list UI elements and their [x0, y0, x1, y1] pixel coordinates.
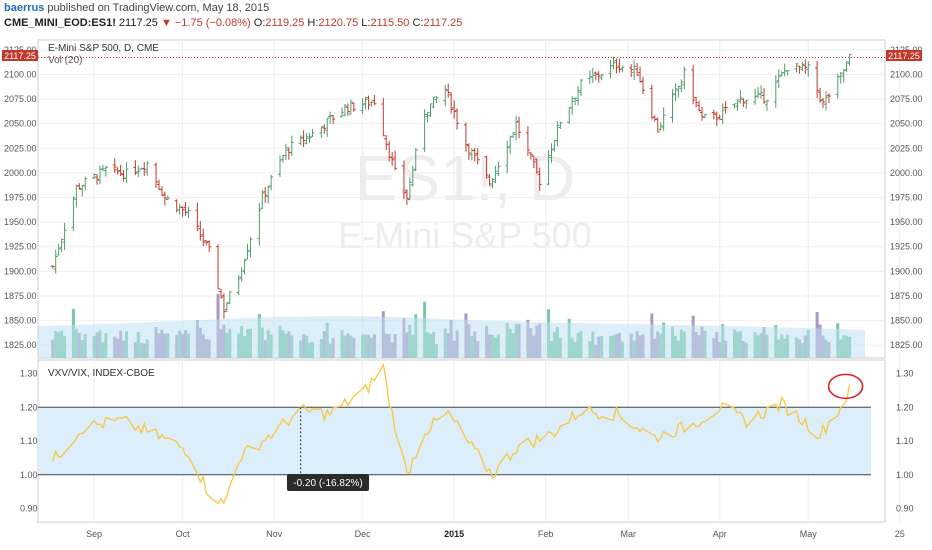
ratio-tick-label-left: 1.30 — [20, 369, 38, 379]
ratio-tick-label-right: 1.20 — [896, 402, 914, 412]
close-value: 2117.25 — [423, 17, 463, 29]
publish-line: baerrus published on TradingView.com, Ma… — [4, 2, 269, 14]
x-tick-label: May — [800, 529, 818, 539]
y-tick-label-left: 2100.00 — [4, 69, 37, 79]
y-tick-label-left: 2125.00 — [4, 45, 37, 55]
annotation-circle — [827, 373, 864, 400]
ratio-tick-label-left: 0.90 — [20, 504, 38, 514]
high-label: H: — [307, 17, 319, 29]
y-tick-label-left: 1900.00 — [4, 266, 37, 276]
y-tick-label-right: 1850.00 — [890, 316, 923, 326]
price-change: ▼ −1.75 (−0.08%) — [160, 17, 251, 29]
candle-layer — [38, 53, 885, 319]
y-tick-label-right: 1950.00 — [890, 217, 923, 227]
x-tick-label: Sep — [86, 529, 102, 539]
measure-tooltip-text: -0.20 (-16.82%) — [293, 478, 362, 489]
x-tick-label: Oct — [176, 529, 191, 539]
y-tick-label-right: 1875.00 — [890, 291, 923, 301]
y-tick-label-left: 1925.00 — [4, 242, 37, 252]
y-tick-label-right: 2000.00 — [890, 168, 923, 178]
lower-panel-title: VXV/VIX, INDEX-CBOE — [48, 368, 155, 379]
ratio-tick-label-right: 1.00 — [896, 470, 914, 480]
y-tick-label-right: 1925.00 — [890, 242, 923, 252]
y-tick-label-right: 2050.00 — [890, 119, 923, 129]
y-tick-label-right: 2025.00 — [890, 143, 923, 153]
price-badge-right — [886, 50, 922, 61]
volume-average-area — [38, 316, 865, 358]
low-value: 2115.50 — [370, 17, 410, 29]
measure-tooltip-box — [287, 474, 369, 491]
watermark-symbol: ES1!, D — [355, 142, 576, 214]
y-tick-label-left: 1850.00 — [4, 316, 37, 326]
ratio-tick-label-left: 1.00 — [20, 470, 38, 480]
x-tick-label: Apr — [713, 529, 727, 539]
last-price: 2117.25 — [118, 17, 158, 29]
y-tick-label-left: 1825.00 — [4, 340, 37, 350]
x-tick-label: Feb — [538, 529, 554, 539]
y-tick-label-right: 1975.00 — [890, 193, 923, 203]
x-tick-label: Mar — [620, 529, 636, 539]
y-tick-label-right: 1900.00 — [890, 266, 923, 276]
x-tick-label: 2015 — [444, 529, 464, 539]
y-tick-label-right: 2125.00 — [890, 45, 923, 55]
y-tick-label-right: 2075.00 — [890, 94, 923, 104]
x-tick-label: Nov — [266, 529, 283, 539]
ratio-tick-label-right: 0.90 — [896, 504, 914, 514]
y-tick-label-left: 1975.00 — [4, 193, 37, 203]
x-tick-label: 25 — [895, 529, 905, 539]
high-value: 2120.75 — [318, 17, 359, 29]
y-tick-label-left: 2075.00 — [4, 94, 37, 104]
publish-text: published on TradingView.com, May 18, 20… — [47, 2, 270, 14]
ratio-tick-label-left: 1.10 — [20, 436, 38, 446]
ratio-tick-label-right: 1.10 — [896, 436, 914, 446]
y-tick-label-right: 2100.00 — [890, 69, 923, 79]
y-tick-label-left: 1875.00 — [4, 291, 37, 301]
volume-label: Vol (20) — [48, 55, 82, 66]
quote-line: CME_MINI_EOD:ES1! 2117.25 ▼ −1.75 (−0.08… — [4, 17, 462, 29]
open-label: O: — [253, 17, 266, 29]
price-badge-left-text: 2117.25 — [4, 51, 36, 61]
y-tick-label-right: 1825.00 — [890, 340, 923, 350]
price-badge-right-text: 2117.25 — [888, 51, 920, 61]
x-tick-label: Dec — [355, 529, 372, 539]
close-label: C: — [412, 17, 424, 29]
ratio-line — [52, 362, 851, 505]
watermark-name: E-Mini S&P 500 — [338, 215, 591, 256]
author-link[interactable]: baerrus — [4, 2, 45, 14]
y-tick-label-left: 2050.00 — [4, 119, 37, 129]
y-tick-label-left: 2000.00 — [4, 168, 37, 178]
symbol-label: CME_MINI_EOD:ES1! — [4, 17, 116, 29]
axis-layer: Sep Oct Nov Dec 2015 Feb Mar Apr May 25 1825.00 182… — [4, 45, 923, 539]
open-value: 2119.25 — [265, 17, 305, 29]
volume-layer — [38, 294, 865, 358]
ratio-tick-label-left: 1.20 — [20, 402, 38, 412]
ratio-band-fill — [38, 407, 871, 475]
y-tick-label-left: 1950.00 — [4, 217, 37, 227]
y-tick-label-left: 2025.00 — [4, 143, 37, 153]
main-panel-title: E-Mini S&P 500, D, CME — [48, 43, 159, 54]
low-label: L: — [361, 17, 371, 29]
ratio-layer — [38, 362, 871, 505]
ratio-tick-label-right: 1.30 — [896, 369, 914, 379]
price-badge-left — [2, 50, 38, 61]
